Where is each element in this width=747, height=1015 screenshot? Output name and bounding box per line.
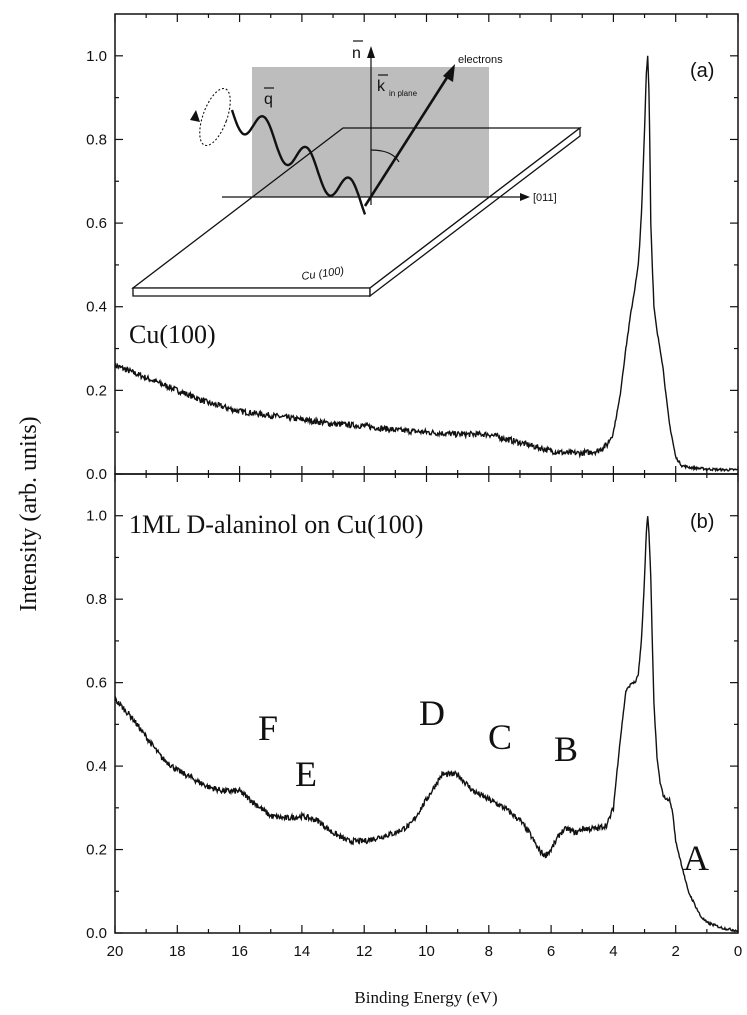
panel-a-label: (a) [690,60,714,82]
peak-label-d: D [419,693,445,733]
geometry-inset: Cu (100) [011] n electrons k in plane q [131,40,582,298]
peak-label-e: E [295,754,317,794]
inset-k-label: k [377,78,386,95]
inset-surface-label: Cu (100) [301,265,345,283]
y-axis-title: Intensity (arb. units) [16,416,42,611]
inset-crystal-front [132,287,371,297]
panel-b-series-line [114,516,739,933]
y-tick-label: 0.0 [86,466,107,483]
x-tick-label: 14 [294,943,311,960]
y-tick-label: 0.6 [86,215,107,232]
y-tick-label: 1.0 [86,508,107,525]
y-tick-label: 0.8 [86,591,107,608]
inset-polarization-arrowhead [190,110,200,122]
panel-a: 0.0 0.2 0.4 0.6 0.8 1.0 (a) Cu(100) Cu (100) … [86,13,739,483]
panel-b: 0.0 0.2 0.4 0.6 0.8 1.0 (b) 1ML D-alaninol on… [86,473,739,942]
panel-a-series-line [114,55,739,473]
peak-label-c: C [488,717,512,757]
y-tick-label: 0.4 [86,758,107,775]
inset-normal-arrowhead [367,46,375,58]
inset-k-subscript: in plane [389,89,418,98]
panel-b-frame [114,473,739,934]
x-tick-label: 4 [609,943,617,960]
panel-a-y-tick-labels: 0.0 0.2 0.4 0.6 0.8 1.0 [86,48,107,483]
x-tick-label: 12 [356,943,373,960]
panel-b-sample-label: 1ML D-alaninol on Cu(100) [129,510,423,539]
peak-label-f: F [258,708,278,748]
y-tick-label: 0.6 [86,675,107,692]
panel-b-y-tick-labels: 0.0 0.2 0.4 0.6 0.8 1.0 [86,508,107,942]
inset-direction-arrowhead [520,193,530,201]
x-axis-title: Binding Energy (eV) [354,988,497,1007]
y-tick-label: 0.2 [86,842,107,859]
inset-polarization-loop [199,87,231,147]
y-tick-label: 0.4 [86,299,107,316]
inset-photon-wave [230,109,367,215]
x-tick-label: 8 [485,943,493,960]
inset-normal-label: n [352,45,361,62]
peak-label-b: B [554,729,578,769]
y-tick-label: 0.0 [86,925,107,942]
x-tick-label: 20 [107,943,124,960]
peak-label-a: A [683,838,709,878]
x-tick-label: 0 [734,943,742,960]
y-tick-label: 0.2 [86,382,107,399]
x-tick-label: 10 [418,943,435,960]
x-tick-label: 6 [547,943,555,960]
inset-electrons-label: electrons [458,54,503,66]
x-tick-label: 16 [231,943,248,960]
inset-angle-arc [370,149,400,163]
panel-a-sample-label: Cu(100) [129,320,216,349]
inset-electron-arrowhead [443,64,455,82]
inset-crystal-side [369,126,581,298]
inset-direction-label: [011] [533,192,557,204]
x-tick-label: 2 [672,943,680,960]
panel-b-label: (b) [690,511,714,533]
y-tick-label: 1.0 [86,48,107,65]
y-tick-label: 0.8 [86,131,107,148]
x-tick-label: 18 [169,943,186,960]
inset-wave-label: q [264,91,273,108]
inset-electron-arrow [363,75,450,207]
x-tick-labels: 20 18 16 14 12 10 8 6 4 2 0 [107,943,743,960]
